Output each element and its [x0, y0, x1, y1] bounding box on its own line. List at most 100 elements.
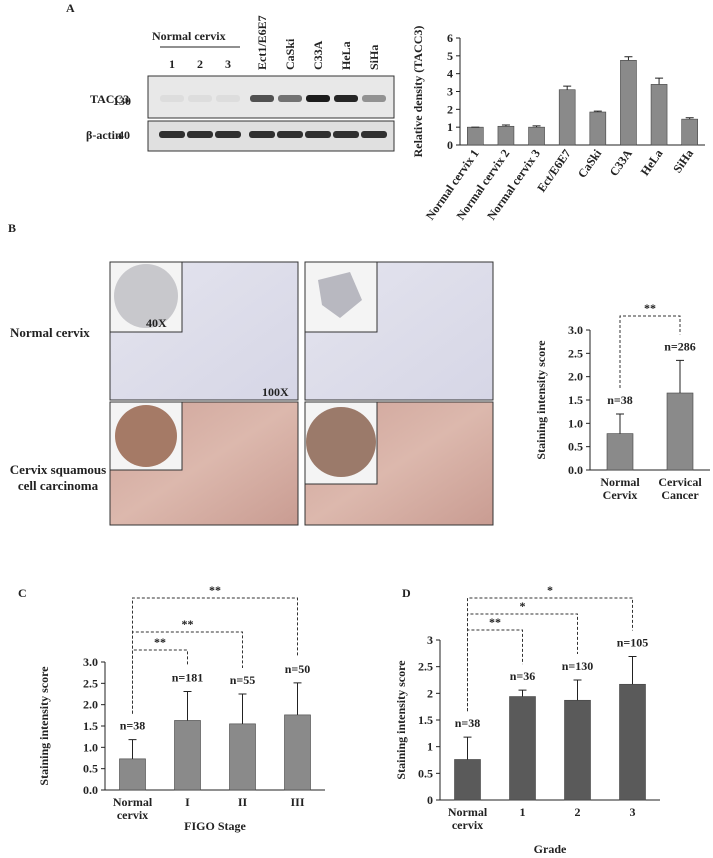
bar	[119, 758, 146, 791]
error-bar	[616, 413, 624, 434]
y-tick-label: 1	[427, 740, 433, 754]
y-tick-label: 2	[427, 686, 433, 700]
x-tick-label-box: Normal Cervix	[600, 476, 640, 502]
core	[115, 405, 177, 467]
y-tick-label: 3	[427, 633, 433, 647]
y-tick-label: 0.5	[83, 762, 98, 776]
band	[277, 131, 303, 138]
band	[160, 95, 184, 102]
y-tick-label: 2.5	[418, 660, 433, 674]
error-bar	[501, 124, 510, 127]
band	[216, 95, 240, 102]
x-tick-label: Normal Cervix	[600, 476, 640, 502]
band	[187, 131, 213, 138]
error-bar	[183, 690, 192, 721]
x-tick-label-box: III	[290, 796, 304, 809]
y-tick-label: 0	[447, 138, 453, 152]
band	[333, 131, 359, 138]
band	[334, 95, 358, 102]
x-tick-label: SiHa	[670, 147, 696, 176]
core	[306, 407, 376, 477]
y-tick-label: 1.5	[83, 719, 98, 733]
error-bar	[685, 117, 694, 120]
significance-label: **	[209, 583, 221, 597]
core	[114, 264, 178, 328]
band	[159, 131, 185, 138]
blot-size: 130	[113, 94, 131, 108]
y-tick-label: 6	[447, 31, 453, 45]
significance-label: *	[547, 583, 553, 597]
x-axis-label: Grade	[534, 842, 567, 856]
error-bar	[238, 693, 247, 724]
bar	[174, 720, 201, 791]
n-label: n=38	[120, 719, 146, 733]
error-bar	[518, 689, 527, 697]
significance-bracket	[132, 597, 298, 714]
y-tick-label: 0.0	[83, 783, 98, 797]
y-tick-label: 2.0	[83, 698, 98, 712]
band	[362, 95, 386, 102]
y-tick-label: 2.0	[568, 370, 583, 384]
y-tick-label: 4	[447, 67, 453, 81]
error-bar	[655, 77, 664, 85]
bar	[558, 89, 576, 146]
x-tick-label: II	[237, 796, 248, 809]
x-tick-label-box: 2	[575, 806, 581, 819]
row-label: Cervix squamous cell carcinoma	[9, 462, 107, 493]
bar	[454, 759, 481, 801]
significance-label: **	[489, 615, 501, 629]
n-label: n=105	[617, 636, 649, 650]
bar	[589, 111, 607, 146]
bar	[681, 118, 698, 146]
significance-label: **	[182, 617, 194, 631]
lane-label: SiHa	[367, 45, 381, 70]
row-label: Normal cervix	[10, 325, 90, 340]
band	[306, 95, 330, 102]
error-bar	[128, 739, 137, 759]
significance-bracket	[619, 315, 681, 388]
x-axis-label: FIGO Stage	[184, 819, 246, 833]
lane-label: CaSki	[283, 38, 297, 70]
lane-label: 2	[197, 57, 203, 71]
bar	[467, 126, 484, 146]
n-label: n=50	[285, 662, 311, 676]
band	[305, 131, 331, 138]
error-bar	[293, 682, 302, 715]
n-label: n=38	[607, 393, 633, 407]
significance-label: **	[644, 301, 656, 315]
x-tick-label: Normal cervix	[447, 806, 488, 832]
x-tick-label-box: Normal cervix	[112, 796, 153, 822]
error-bar	[463, 736, 472, 760]
blot-group: Normal cervix	[152, 29, 226, 43]
y-axis-label: Relative density (TACC3)	[411, 26, 425, 158]
x-tick-label: 1	[519, 806, 526, 819]
x-tick-label: C33A	[607, 146, 635, 178]
y-tick-label: 1.0	[568, 416, 583, 430]
x-tick-label: I	[185, 796, 190, 809]
n-label: n=38	[455, 716, 481, 730]
x-tick-label-box: Normal cervix	[447, 806, 488, 832]
n-label: n=36	[510, 669, 536, 683]
error-bar	[563, 85, 572, 90]
x-tick-label: CaSki	[575, 146, 605, 180]
y-axis-label: Staining intensity score	[534, 340, 548, 460]
x-tick-label: HeLa	[638, 147, 666, 179]
bar	[509, 696, 536, 801]
y-tick-label: 1	[447, 120, 453, 134]
x-tick-label: Normal cervix	[112, 796, 153, 822]
y-tick-label: 3	[447, 85, 453, 99]
y-tick-label: 5	[447, 49, 453, 63]
bar	[650, 84, 668, 146]
blot-row: TACC3	[90, 92, 129, 106]
y-axis-label: Staining intensity score	[37, 666, 51, 786]
lane-label: Ect1/E6E7	[255, 15, 269, 70]
y-tick-label: 3.0	[568, 323, 583, 337]
y-tick-label: 2.5	[83, 676, 98, 690]
y-tick-label: 0.0	[568, 463, 583, 477]
magnification: 100X	[262, 385, 289, 399]
band	[361, 131, 387, 138]
band	[250, 95, 274, 102]
bar	[606, 433, 634, 471]
bar	[619, 683, 646, 801]
y-tick-label: 2.5	[568, 346, 583, 360]
